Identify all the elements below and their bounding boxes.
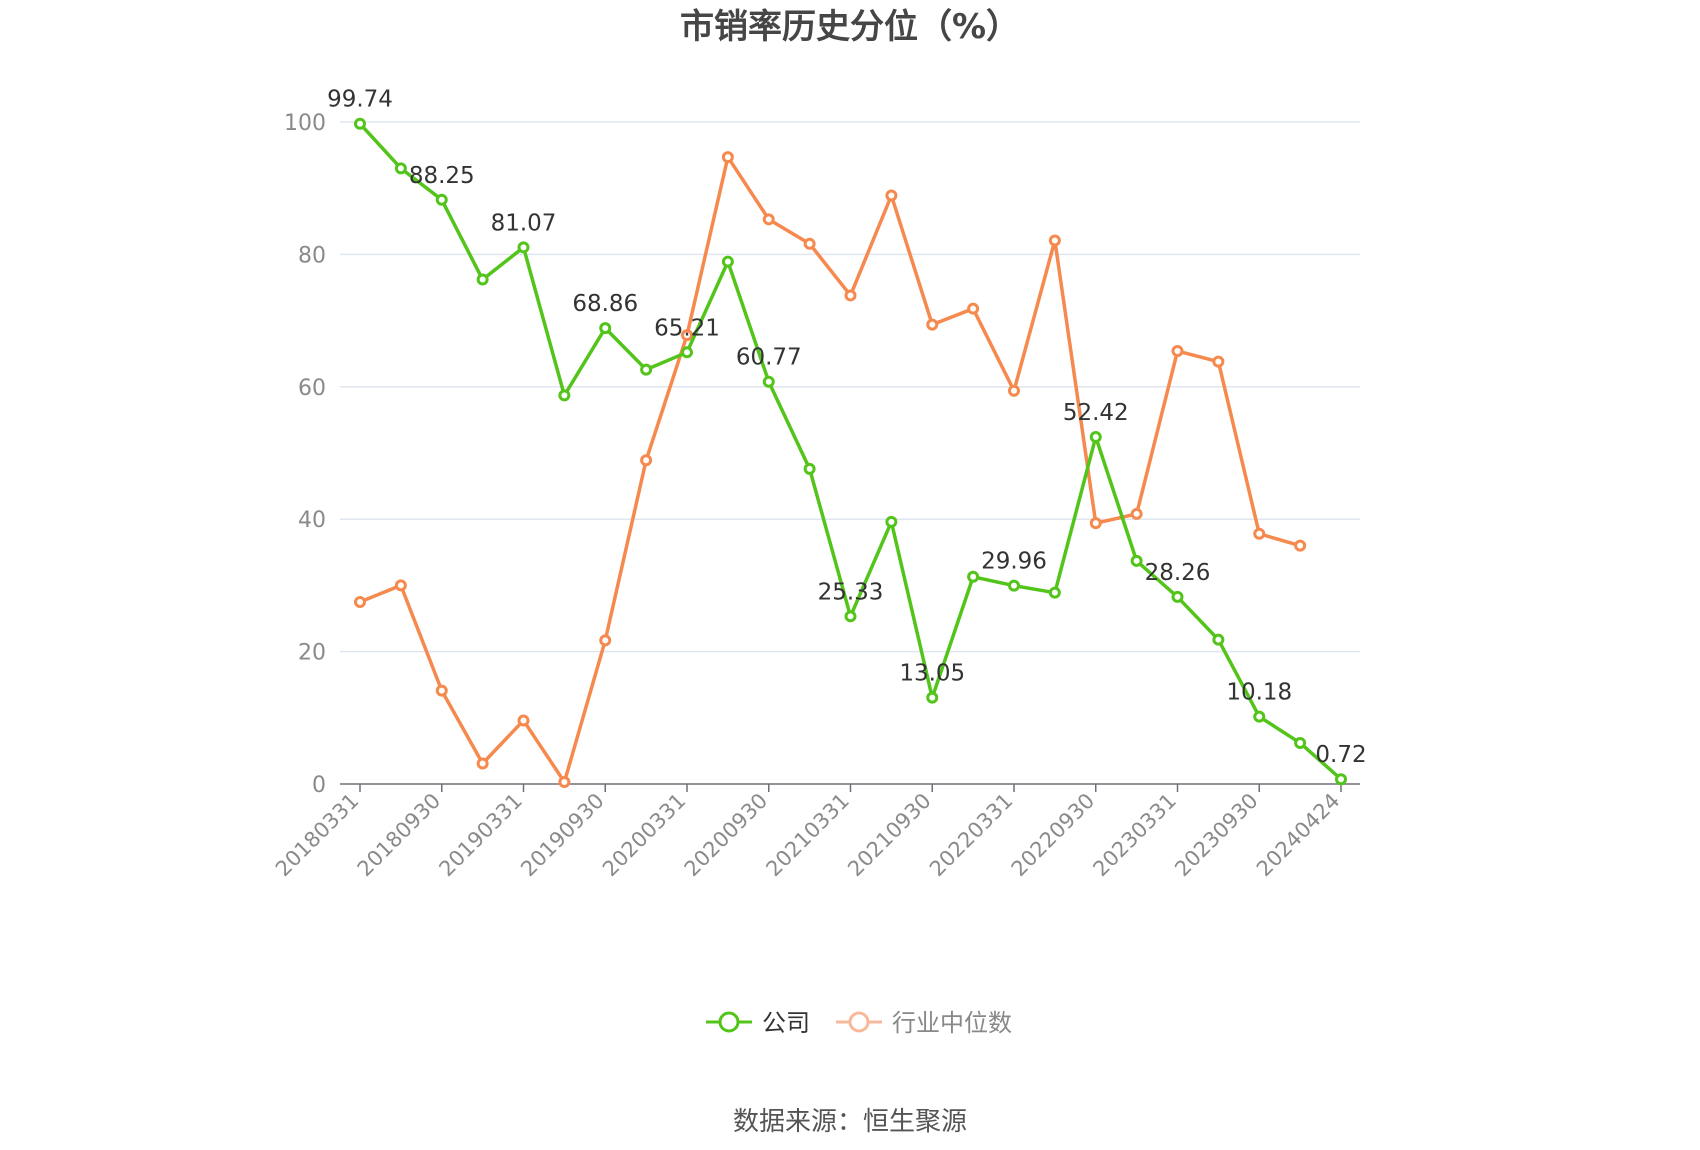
- grid-lines: [340, 121, 1360, 653]
- industry-data-point: [394, 579, 407, 592]
- company-data-point: [721, 255, 734, 268]
- legend-company-label: 公司: [762, 1009, 810, 1037]
- company-data-point: [803, 462, 816, 475]
- company-data-point: [967, 570, 980, 583]
- x-tick-label: 20190930: [516, 789, 609, 882]
- company-data-point: [1130, 554, 1143, 567]
- company-data-label: 29.96: [981, 549, 1047, 575]
- y-tick-label: 20: [298, 641, 326, 666]
- industry-data-point: [558, 776, 571, 789]
- company-data-label: 25.33: [818, 579, 884, 605]
- industry-data-point: [803, 237, 816, 250]
- industry-data-point: [885, 189, 898, 202]
- company-data-point: [926, 691, 939, 704]
- company-data-label: 0.72: [1315, 742, 1366, 768]
- company-data-label: 60.77: [736, 345, 802, 371]
- company-data-point: [1048, 586, 1061, 599]
- company-data-label: 65.21: [654, 315, 720, 341]
- x-tick-label: 20220930: [1007, 789, 1100, 882]
- industry-data-point: [1089, 517, 1102, 530]
- company-data-point: [558, 389, 571, 402]
- y-tick-label: 60: [298, 376, 326, 401]
- company-data-point: [517, 241, 530, 254]
- x-tick-label: 20210331: [761, 789, 854, 882]
- company-data-point: [435, 193, 448, 206]
- x-tick-label: 20230331: [1088, 789, 1181, 882]
- industry-data-point: [1171, 345, 1184, 358]
- x-tick-label: 20180331: [271, 789, 364, 882]
- company-data-label: 81.07: [491, 210, 557, 236]
- industry-data-point: [1048, 234, 1061, 247]
- company-data-label: 28.26: [1145, 560, 1211, 586]
- x-tick-label: 20220331: [925, 789, 1018, 882]
- x-tick-label: 20200930: [680, 789, 773, 882]
- company-data-point: [1008, 579, 1020, 592]
- x-axis: 2018033120180930201903312019093020200331…: [271, 783, 1360, 882]
- x-tick-label: 20240424: [1252, 789, 1345, 882]
- legend-company-marker: [718, 1011, 740, 1033]
- company-data-point: [1212, 633, 1225, 646]
- company-data-point: [681, 346, 693, 359]
- industry-data-point: [681, 329, 693, 342]
- company-data-label: 68.86: [572, 291, 638, 317]
- industry-data-point: [1294, 539, 1307, 552]
- industry-data-point: [762, 213, 775, 226]
- industry-data-point: [354, 595, 366, 608]
- industry-data-point: [1253, 527, 1266, 540]
- industry-data-point: [599, 634, 612, 647]
- x-tick-label: 20210930: [843, 789, 936, 882]
- legend-industry-marker: [848, 1011, 870, 1033]
- industry-data-point: [1130, 507, 1143, 520]
- industry-series-line: [359, 155, 1301, 784]
- x-tick-label: 20180930: [353, 789, 446, 882]
- company-data-point: [1335, 773, 1347, 786]
- legend-industry-label: 行业中位数: [892, 1009, 1012, 1037]
- company-data-point: [476, 273, 489, 286]
- legend[interactable]: 公司 行业中位数: [706, 1009, 1012, 1037]
- industry-data-point: [967, 302, 980, 315]
- x-tick-label: 20200331: [598, 789, 691, 882]
- company-data-label: 99.74: [327, 87, 393, 113]
- company-data-point: [885, 515, 898, 528]
- data-source: 数据来源：恒生聚源: [733, 1107, 967, 1137]
- industry-data-point: [517, 714, 530, 727]
- industry-data-point: [640, 454, 653, 467]
- series-layer: 99.74 88.25 81.07 68.86 65.21 60.77 25.33 13.05…: [327, 87, 1367, 789]
- company-data-point: [1253, 710, 1266, 723]
- legend-item-company[interactable]: 公司: [706, 1009, 810, 1037]
- industry-data-point: [926, 318, 939, 331]
- industry-data-point: [476, 757, 489, 770]
- legend-item-industry[interactable]: 行业中位数: [836, 1009, 1012, 1037]
- industry-data-point: [844, 289, 857, 302]
- y-axis: 0 20 40 60 80 100: [284, 111, 326, 798]
- company-data-label: 10.18: [1226, 680, 1292, 706]
- company-data-label: 52.42: [1063, 400, 1129, 426]
- y-tick-label: 40: [298, 508, 326, 533]
- company-data-point: [1294, 736, 1307, 749]
- company-data-point: [640, 363, 653, 376]
- x-tick-label: 20190331: [434, 789, 527, 882]
- y-tick-label: 80: [298, 243, 326, 268]
- company-data-point: [394, 162, 407, 175]
- y-tick-label: 100: [284, 111, 326, 136]
- x-tick-label: 20230930: [1170, 789, 1263, 882]
- company-data-point: [1089, 430, 1102, 443]
- industry-data-point: [1212, 355, 1225, 368]
- industry-data-point: [435, 684, 448, 697]
- y-tick-label: 0: [312, 773, 326, 798]
- company-data-label: 88.25: [409, 163, 475, 189]
- company-data-label: 13.05: [899, 661, 965, 687]
- company-data-point: [762, 375, 775, 388]
- company-data-point: [354, 117, 366, 130]
- industry-data-point: [721, 151, 734, 164]
- industry-data-point: [1008, 384, 1020, 397]
- chart-title: 市销率历史分位（%）: [680, 7, 1020, 47]
- company-data-point: [1171, 590, 1184, 603]
- company-data-point: [844, 610, 857, 623]
- company-data-point: [599, 322, 612, 335]
